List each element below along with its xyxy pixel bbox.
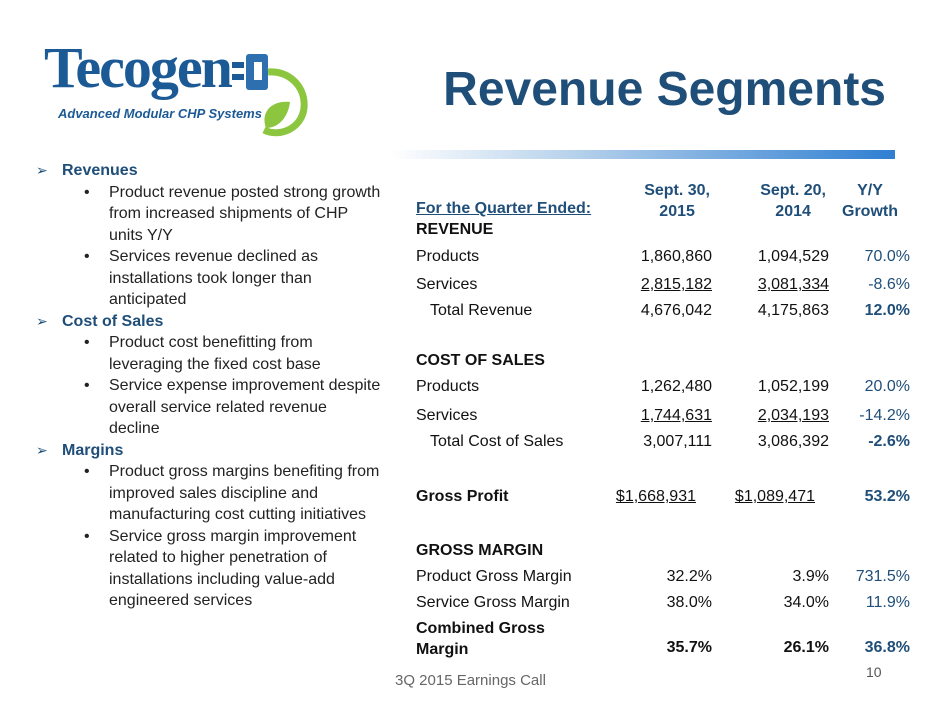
section-heading: Margins bbox=[62, 441, 124, 459]
title-divider bbox=[390, 150, 895, 159]
column-header-2014: Sept. 20, 2014 bbox=[760, 182, 826, 220]
company-logo: Tecogen Advanced Modular CHP Systems bbox=[44, 34, 314, 139]
list-item: • Product gross margins benefiting from i… bbox=[84, 463, 380, 523]
section-revenues: ➢ Revenues bbox=[36, 160, 381, 182]
arrow-bullet-icon: ➢ bbox=[36, 312, 48, 329]
logo-wordmark: Tecogen bbox=[44, 35, 233, 100]
arrow-bullet-icon: ➢ bbox=[36, 441, 48, 458]
table-row: Gross Profit $1,668,931 $1,089,471 53.2% bbox=[416, 488, 910, 505]
table-row: Total Cost of Sales 3,007,111 3,086,392 … bbox=[430, 433, 910, 450]
list-item: • Service expense improvement despite ove… bbox=[84, 377, 381, 437]
list-item: • Product cost benefitting from leveragin… bbox=[84, 334, 321, 373]
table-row: Products 1,860,860 1,094,529 70.0% bbox=[416, 248, 910, 265]
table-row: Services 2,815,182 3,081,334 -8.6% bbox=[416, 276, 910, 293]
list-item: • Services revenue declined as installati… bbox=[84, 248, 319, 308]
footer-text: 3Q 2015 Earnings Call bbox=[395, 672, 546, 689]
table-row: Products 1,262,480 1,052,199 20.0% bbox=[416, 378, 910, 395]
section-margins: ➢ Margins bbox=[36, 440, 381, 462]
table-row: COST OF SALES bbox=[416, 352, 545, 369]
section-heading: Revenues bbox=[62, 162, 138, 179]
table-row: Combined Gross Margin 35.7% 26.1% 36.8% bbox=[416, 620, 910, 658]
section-heading: Cost of Sales bbox=[62, 312, 164, 330]
slide-title: Revenue Segments bbox=[443, 63, 886, 116]
table-caption: For the Quarter Ended: bbox=[416, 200, 592, 217]
table-header-row: For the Quarter Ended: Sept. 30, 2015 Se… bbox=[416, 180, 910, 224]
arrow-bullet-icon: ➢ bbox=[36, 162, 48, 178]
page-number: 10 bbox=[866, 664, 882, 680]
logo-tagline: Advanced Modular CHP Systems bbox=[58, 106, 262, 121]
table-row: Product Gross Margin 32.2% 3.9% 731.5% bbox=[416, 568, 910, 585]
table-row: Services 1,744,631 2,034,193 -14.2% bbox=[416, 407, 910, 424]
table-row: Total Revenue 4,676,042 4,175,863 12.0% bbox=[430, 302, 910, 319]
column-header-2015: Sept. 30, 2015 bbox=[644, 182, 710, 220]
bullet-list: ➢ Revenues • Product revenue posted stron… bbox=[36, 160, 381, 612]
table-row: REVENUE bbox=[416, 221, 494, 238]
section-cost-of-sales: ➢ Cost of Sales bbox=[36, 311, 381, 333]
table-row: Service Gross Margin 38.0% 34.0% 11.9% bbox=[416, 594, 910, 611]
column-header-growth: Y/Y Growth bbox=[842, 182, 898, 220]
plug-leaf-icon bbox=[232, 54, 308, 137]
list-item: • Product revenue posted strong growth fr… bbox=[84, 183, 381, 244]
table-row: GROSS MARGIN bbox=[416, 542, 544, 559]
list-item: • Service gross margin improvement relate… bbox=[84, 527, 357, 610]
